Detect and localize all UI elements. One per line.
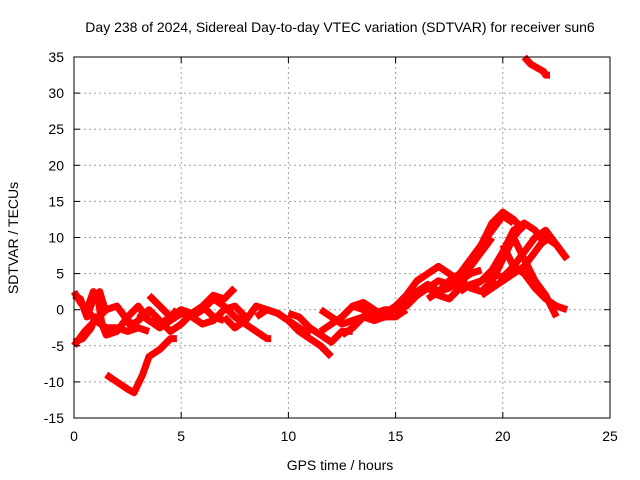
y-tick-label: 10: [48, 230, 64, 246]
x-tick-label: 25: [602, 428, 618, 444]
x-tick-label: 15: [388, 428, 404, 444]
y-tick-label: 35: [48, 49, 64, 65]
y-tick-label: 30: [48, 85, 64, 101]
y-tick-label: 0: [56, 302, 64, 318]
series-layer: [70, 54, 570, 397]
x-tick-label: 10: [281, 428, 297, 444]
grid-lines: [74, 57, 610, 418]
x-tick-label: 5: [177, 428, 185, 444]
series-sat-track-25: [446, 208, 527, 287]
chart-title: Day 238 of 2024, Sidereal Day-to-day VTE…: [85, 19, 595, 35]
x-tick-label: 0: [70, 428, 78, 444]
series-sat-track-12: [189, 295, 272, 343]
y-tick-label: 5: [56, 266, 64, 282]
x-axis-title: GPS time / hours: [287, 457, 394, 473]
series-sat-track-07: [104, 335, 177, 397]
y-tick-label: 15: [48, 193, 64, 209]
x-axis-ticks: 0 5 10 15 20 25: [70, 57, 618, 444]
series-sat-track-31: [521, 54, 550, 79]
x-tick-label: 20: [495, 428, 511, 444]
y-tick-label: -10: [44, 374, 64, 390]
series-sat-track-14: [254, 306, 334, 360]
y-tick-label: -5: [52, 338, 65, 354]
series-sat-track-18: [340, 292, 420, 338]
series-sat-track-30: [510, 235, 560, 319]
y-tick-label: -15: [44, 410, 64, 426]
y-axis-ticks: -15 -10 -5 0 5 10 15 20 25 30 35: [44, 49, 610, 426]
y-tick-label: 25: [48, 121, 64, 137]
y-axis-title: SDTVAR / TECUs: [5, 182, 21, 294]
series-sat-track-29: [499, 243, 569, 314]
y-tick-label: 20: [48, 157, 64, 173]
